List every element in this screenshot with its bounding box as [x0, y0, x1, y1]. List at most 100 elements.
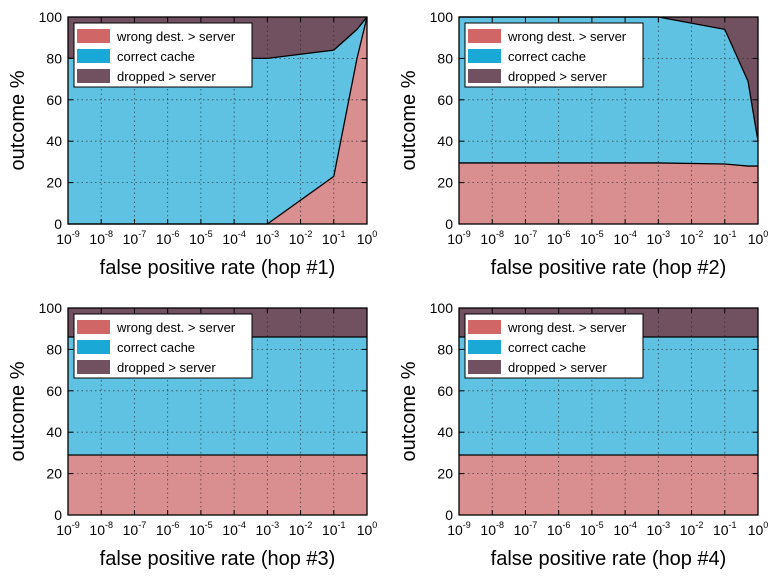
x-tick-label: 10-4 [222, 520, 246, 538]
legend-label-2: correct cache [117, 49, 195, 64]
x-tick-label: 10-7 [123, 229, 147, 247]
x-tick-label: 10-6 [156, 229, 180, 247]
y-tick-label: 100 [39, 300, 63, 316]
x-tick-label: 10-7 [123, 520, 147, 538]
x-tick-label: 10-1 [322, 520, 346, 538]
x-tick-label: 10-9 [56, 229, 80, 247]
y-tick-label: 0 [445, 507, 453, 523]
y-tick-label: 60 [46, 383, 62, 399]
y-tick-label: 0 [54, 216, 62, 232]
legend: wrong dest. > server correct cache dropped… [464, 22, 644, 88]
x-tick-label: 10-1 [713, 229, 737, 247]
x-axis-title: false positive rate (hop #2) [491, 257, 727, 279]
y-tick-label: 40 [437, 133, 453, 149]
legend-swatch-2 [77, 340, 110, 354]
y-tick-label: 100 [39, 9, 63, 25]
x-tick-label: 10-5 [189, 520, 213, 538]
legend: wrong dest. > server correct cache dropped… [73, 313, 253, 379]
legend-label-1: wrong dest. > server [116, 29, 236, 44]
area-series-3 [459, 17, 758, 142]
x-tick-label: 10-2 [289, 229, 313, 247]
y-tick-label: 40 [437, 424, 453, 440]
x-tick-label: 10-6 [547, 229, 571, 247]
y-axis-title: outcome % [398, 361, 420, 461]
y-tick-label: 40 [46, 424, 62, 440]
x-axis-title: false positive rate (hop #3) [100, 548, 336, 570]
legend-swatch-3 [468, 69, 501, 83]
x-tick-label: 100 [357, 229, 378, 247]
y-axis-title: outcome % [398, 70, 420, 170]
x-tick-label: 10-6 [156, 520, 180, 538]
legend-swatch-2 [77, 49, 110, 63]
legend-label-3: dropped > server [117, 69, 216, 84]
y-tick-label: 80 [437, 50, 453, 66]
x-tick-label: 10-3 [256, 520, 280, 538]
x-tick-label: 10-8 [480, 520, 504, 538]
x-tick-label: 10-2 [680, 520, 704, 538]
legend-label-2: correct cache [117, 340, 195, 355]
y-tick-label: 40 [46, 133, 62, 149]
x-tick-label: 10-9 [447, 229, 471, 247]
y-tick-label: 80 [437, 341, 453, 357]
x-axis-title: false positive rate (hop #1) [100, 257, 336, 279]
x-tick-label: 10-4 [222, 229, 246, 247]
plot-frame [458, 307, 759, 516]
y-tick-label: 100 [430, 300, 454, 316]
legend-swatch-1 [77, 320, 110, 334]
x-tick-label: 10-5 [189, 229, 213, 247]
x-tick-label: 10-5 [580, 520, 604, 538]
y-axis-title: outcome % [7, 361, 29, 461]
x-tick-label: 100 [357, 520, 378, 538]
x-tick-label: 10-2 [680, 229, 704, 247]
x-tick-label: 10-8 [89, 229, 113, 247]
legend-swatch-1 [77, 29, 110, 43]
chart-panel-1: 0 20 40 60 80 100 10-9 10-8 10-7 10-6 10-5 10-4 10-3… [7, 9, 377, 279]
x-tick-label: 10-1 [713, 520, 737, 538]
x-tick-label: 10-6 [547, 520, 571, 538]
legend-swatch-2 [468, 49, 501, 63]
x-tick-label: 10-4 [613, 520, 637, 538]
x-tick-label: 10-4 [613, 229, 637, 247]
y-tick-label: 100 [430, 9, 454, 25]
area-boundary-line-1 [459, 162, 758, 167]
x-tick-label: 10-3 [647, 229, 671, 247]
y-tick-label: 20 [437, 175, 453, 191]
area-series-1 [68, 17, 367, 224]
y-axis-title: outcome % [7, 70, 29, 170]
x-tick-label: 100 [748, 229, 769, 247]
x-tick-label: 10-1 [322, 229, 346, 247]
legend-label-3: dropped > server [508, 360, 607, 375]
plot-frame [67, 16, 368, 225]
chart-panel-3: 0 20 40 60 80 100 10-9 10-8 10-7 10-6 10-5 10-4 10-3… [7, 300, 377, 570]
y-tick-label: 0 [445, 216, 453, 232]
area-series-1 [459, 162, 758, 224]
y-tick-label: 80 [46, 50, 62, 66]
legend-swatch-3 [468, 360, 501, 374]
legend: wrong dest. > server correct cache dropped… [464, 313, 644, 379]
y-tick-label: 60 [437, 92, 453, 108]
x-tick-label: 10-7 [514, 520, 538, 538]
legend-swatch-1 [468, 29, 501, 43]
area-series-1 [68, 454, 367, 515]
x-tick-label: 10-9 [56, 520, 80, 538]
y-tick-label: 60 [437, 383, 453, 399]
chart-panel-4: 0 20 40 60 80 100 10-9 10-8 10-7 10-6 10-5 10-4 10-3… [398, 300, 768, 570]
legend: wrong dest. > server correct cache dropped… [73, 22, 253, 88]
y-tick-label: 60 [46, 92, 62, 108]
y-tick-label: 0 [54, 507, 62, 523]
y-tick-label: 20 [437, 466, 453, 482]
legend-swatch-3 [77, 360, 110, 374]
y-tick-label: 80 [46, 341, 62, 357]
chart-panel-2: 0 20 40 60 80 100 10-9 10-8 10-7 10-6 10-5 10-4 10-3… [398, 9, 768, 279]
legend-label-3: dropped > server [508, 69, 607, 84]
x-tick-label: 10-3 [647, 520, 671, 538]
x-tick-label: 10-9 [447, 520, 471, 538]
x-tick-label: 100 [748, 520, 769, 538]
legend-label-1: wrong dest. > server [507, 29, 627, 44]
x-tick-label: 10-8 [89, 520, 113, 538]
x-tick-label: 10-2 [289, 520, 313, 538]
plot-frame [458, 16, 759, 225]
x-axis-title: false positive rate (hop #4) [491, 548, 727, 570]
x-tick-label: 10-8 [480, 229, 504, 247]
y-tick-label: 20 [46, 175, 62, 191]
